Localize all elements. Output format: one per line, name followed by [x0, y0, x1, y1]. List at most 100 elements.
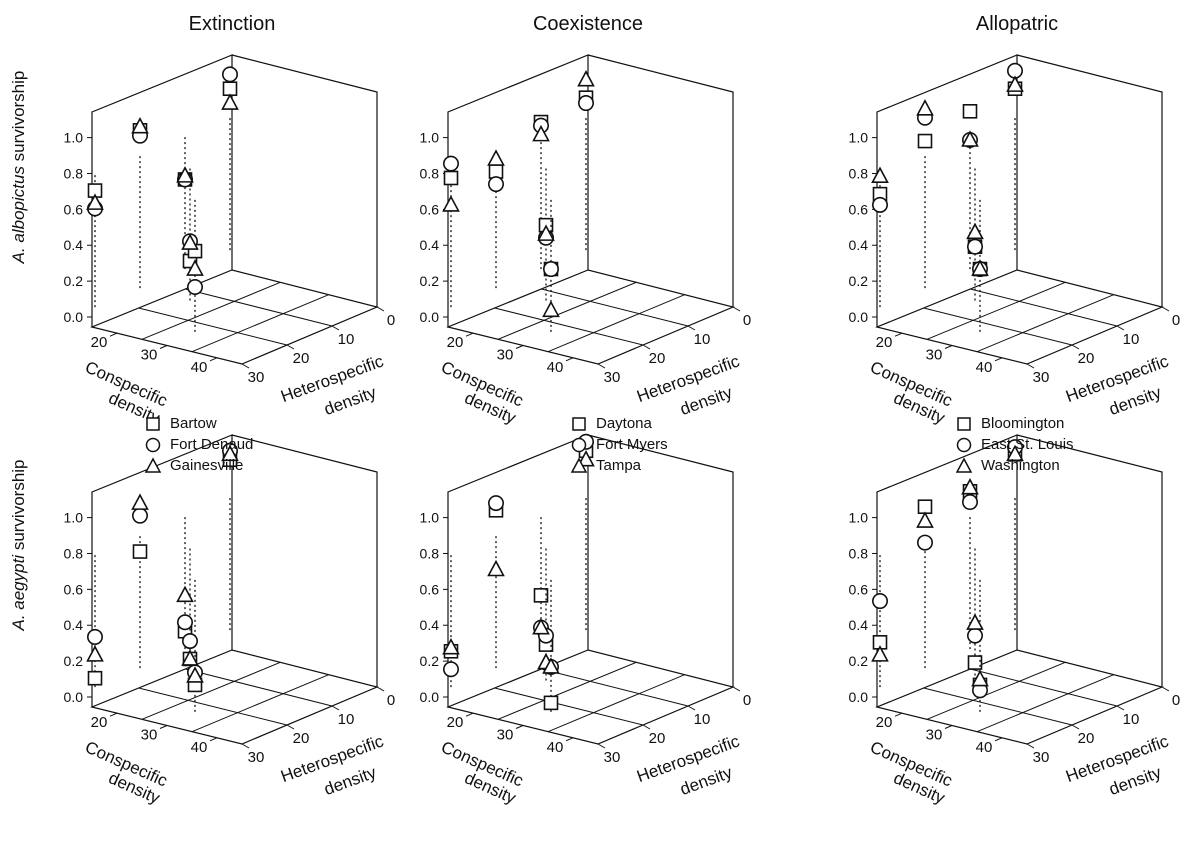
- conspecific-tick-mark: [894, 712, 903, 717]
- back-wall-left: [447, 434, 589, 707]
- z-tick-label: 0.4: [64, 617, 84, 633]
- conspecific-tick-label: 30: [141, 347, 158, 364]
- data-point-triangle: [221, 93, 239, 110]
- heterospecific-tick-label: 20: [1078, 350, 1095, 367]
- floor-grid-line: [541, 288, 689, 327]
- triangle-legend-icon: [144, 456, 162, 473]
- floor-outline: [446, 269, 735, 365]
- panel-aegypti-extinction: 0.00.20.40.60.81.02030403020100Conspecif…: [9, 434, 395, 808]
- data-point-square: [87, 670, 103, 686]
- conspecific-tick-mark: [994, 737, 1003, 742]
- legend-item: Tampa: [570, 455, 668, 476]
- conspecific-tick-mark: [465, 332, 474, 337]
- heterospecific-tick-mark: [241, 363, 250, 369]
- floor-grid-line: [923, 687, 1073, 726]
- triangle-legend-icon: [570, 456, 588, 473]
- data-point-triangle: [916, 511, 934, 528]
- data-point-triangle: [537, 224, 555, 241]
- legend-label: Gainesville: [170, 457, 244, 474]
- data-point-triangle: [1006, 444, 1024, 462]
- heterospecific-tick-label: 10: [694, 331, 711, 348]
- back-wall-right: [1016, 54, 1163, 307]
- conspecific-tick-mark: [994, 357, 1003, 362]
- back-wall-left: [876, 54, 1018, 327]
- data-point-triangle: [1006, 75, 1024, 92]
- heterospecific-tick-mark: [1161, 686, 1170, 692]
- legend: Bartow Fort Denaud Gainesville: [144, 413, 253, 476]
- row-axis-label-species: A. albopictus: [9, 166, 28, 265]
- conspecific-tick-mark: [159, 345, 168, 349]
- conspecific-tick-label: 40: [191, 359, 208, 376]
- back-wall-right: [231, 434, 378, 687]
- data-point-triangle: [577, 450, 595, 467]
- floor-grid-line: [547, 674, 685, 733]
- legend: Bloomington East St. Louis Washington: [955, 413, 1074, 476]
- data-point-square: [488, 164, 504, 179]
- legend-item: Daytona: [570, 413, 668, 434]
- conspecific-tick-label: 30: [926, 347, 943, 364]
- z-tick-label: 0.8: [849, 545, 869, 561]
- legend-item: Bartow: [144, 413, 253, 434]
- floor-grid-line: [497, 661, 637, 720]
- legend-item: East St. Louis: [955, 434, 1074, 455]
- legend-label: Bloomington: [981, 415, 1065, 432]
- heterospecific-tick-label: 0: [1172, 692, 1180, 709]
- row-axis-label-suffix: survivorship: [9, 459, 28, 554]
- data-point-circle: [916, 534, 933, 551]
- heterospecific-tick-label: 10: [1123, 711, 1140, 728]
- data-point-square: [132, 544, 148, 559]
- conspecific-tick-label: 30: [926, 727, 943, 744]
- heterospecific-tick-mark: [376, 686, 385, 692]
- data-point-circle: [442, 661, 459, 678]
- z-tick-label: 0.0: [849, 689, 869, 705]
- heterospecific-tick-label: 30: [1033, 749, 1050, 766]
- legend-label: Fort Myers: [596, 436, 668, 453]
- data-point-circle: [871, 196, 888, 213]
- floor-outline: [90, 649, 379, 745]
- floor-grid-line: [926, 281, 1066, 340]
- data-point-square: [917, 133, 933, 149]
- data-point-triangle: [176, 585, 194, 603]
- data-point-circle: [442, 155, 459, 172]
- heterospecific-tick-label: 0: [1172, 312, 1180, 329]
- heterospecific-tick-label: 20: [293, 730, 310, 747]
- data-point-circle: [187, 278, 204, 295]
- heterospecific-tick-mark: [687, 705, 696, 711]
- heterospecific-tick-label: 30: [604, 369, 621, 386]
- data-point-triangle: [871, 645, 889, 662]
- triangle-legend-icon: [955, 456, 973, 473]
- heterospecific-tick-label: 30: [604, 749, 621, 766]
- conspecific-tick-mark: [109, 332, 118, 337]
- data-point-circle: [182, 633, 199, 650]
- row-axis-label: A. albopictus survivorship: [9, 71, 28, 265]
- heterospecific-tick-label: 30: [248, 369, 265, 386]
- z-tick-label: 0.0: [64, 689, 84, 705]
- z-tick-label: 1.0: [849, 510, 869, 526]
- data-point-triangle: [181, 649, 199, 666]
- heterospecific-tick-mark: [1071, 344, 1080, 350]
- floor-outline: [90, 269, 379, 365]
- legend-item: Fort Myers: [570, 434, 668, 455]
- data-point-triangle: [532, 124, 550, 142]
- data-point-triangle: [916, 99, 934, 116]
- z-tick-label: 0.0: [64, 309, 84, 325]
- data-point-square: [917, 499, 933, 515]
- heterospecific-tick-label: 30: [248, 749, 265, 766]
- legend-item: Washington: [955, 455, 1074, 476]
- data-point-triangle: [542, 300, 560, 318]
- floor-grid-line: [185, 288, 333, 327]
- data-point-triangle: [181, 233, 199, 250]
- z-tick-label: 0.8: [64, 545, 84, 561]
- conspecific-tick-mark: [465, 712, 474, 717]
- floor-outline: [875, 269, 1164, 365]
- heterospecific-tick-mark: [1026, 363, 1035, 369]
- heterospecific-tick-label: 10: [338, 711, 355, 728]
- z-tick-label: 0.8: [420, 165, 440, 181]
- conspecific-tick-mark: [565, 737, 574, 742]
- panel-aegypti-allopatric: 0.00.20.40.60.81.02030403020100Conspecif…: [849, 434, 1180, 808]
- conspecific-tick-mark: [209, 357, 218, 362]
- z-tick-label: 0.8: [64, 165, 84, 181]
- floor-grid-line: [970, 668, 1118, 707]
- conspecific-tick-mark: [894, 332, 903, 337]
- panel-aegypti-coexistence: 0.00.20.40.60.81.02030403020100Conspecif…: [420, 433, 751, 808]
